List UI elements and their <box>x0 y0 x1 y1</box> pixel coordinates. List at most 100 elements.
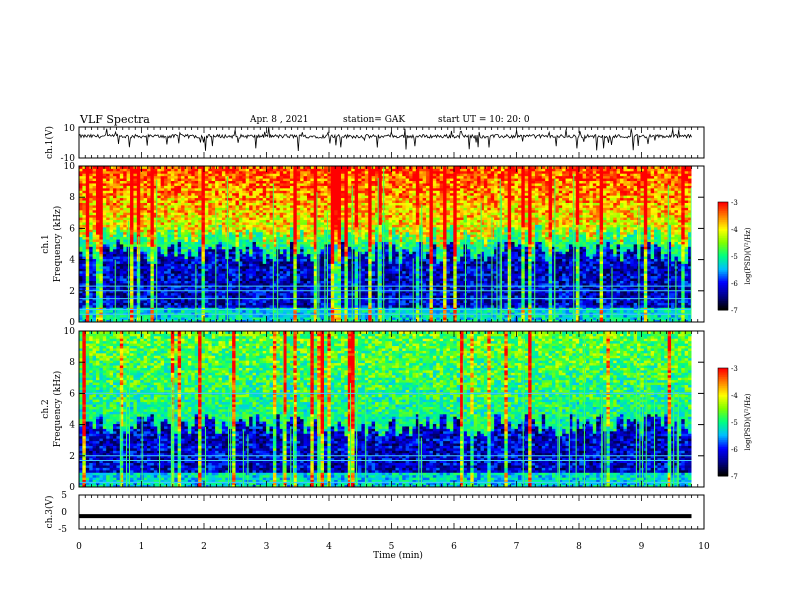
ch1-spectrogram-cell <box>276 225 280 228</box>
ch1-spectrogram-cell <box>222 190 226 193</box>
ch1-spectrogram-cell <box>304 217 308 220</box>
ch1-spectrogram-cell <box>205 242 209 245</box>
ch1-spectrogram-cell <box>212 288 216 291</box>
ch1-spectrogram-cell <box>256 188 260 191</box>
ch1-spectrogram-cell <box>174 278 178 281</box>
ch1-spectrogram-cell <box>239 212 243 215</box>
ch1-spectrogram-cell <box>147 266 151 269</box>
ch1-spectrogram-cell <box>167 268 171 271</box>
ch1-spectrogram-cell <box>89 178 93 181</box>
ch1-spectrogram-cell <box>249 246 253 249</box>
ch1-spectrogram-cell <box>208 178 212 181</box>
ch1-spectrogram-cell <box>276 200 280 203</box>
ch1-spectrogram-cell <box>130 264 134 267</box>
ch1-spectrogram-cell <box>232 261 236 264</box>
ch1-spectrogram-cell <box>140 234 144 237</box>
ch1-spectrogram-cell <box>297 234 301 237</box>
ch1-spectrogram-cell <box>249 222 253 225</box>
ch1-spectrogram-cell <box>79 283 83 286</box>
ch1-spectrogram-cell <box>110 254 114 257</box>
ch1-spectrogram-cell <box>130 300 134 303</box>
ch1-spectrogram-cell <box>103 168 107 171</box>
ch1-spectrogram-cell <box>110 207 114 210</box>
ch1-spectrogram-cell <box>327 198 331 201</box>
ch1-spectrogram-cell <box>317 190 321 193</box>
ch1-spectrogram-cell <box>297 259 301 262</box>
ch1-spectrogram-cell <box>167 264 171 267</box>
ch1-spectrogram-cell <box>256 300 260 303</box>
ch1-spectrogram-cell <box>93 273 97 276</box>
ch1-spectrogram-cell <box>249 232 253 235</box>
ch1-spectrogram-cell <box>334 237 338 240</box>
ch1-spectrogram-cell <box>174 295 178 298</box>
ch1-spectrogram-cell <box>304 293 308 296</box>
ch1-spectrogram-cell <box>338 212 342 215</box>
ch1-spectrogram-cell <box>99 242 103 245</box>
ch1-spectrogram-cell <box>297 295 301 298</box>
ch1-spectrogram-cell <box>106 212 110 215</box>
ch1-spectrogram-cell <box>300 254 304 257</box>
ch1-spectrogram-cell <box>178 273 182 276</box>
ch1-spectrogram-cell <box>140 283 144 286</box>
ch1-spectrogram-cell <box>232 266 236 269</box>
ch1-spectrogram-cell <box>310 278 314 281</box>
ch1-spectrogram-cell <box>338 315 342 318</box>
ch1-spectrogram-cell <box>96 271 100 274</box>
ch1-spectrogram-cell <box>280 193 284 196</box>
ch1-spectrogram-cell <box>222 295 226 298</box>
ch1-spectrogram-cell <box>297 220 301 223</box>
ch1-spectrogram-cell <box>157 215 161 218</box>
ch1-spectrogram-cell <box>171 205 175 208</box>
ch1-spectrogram-cell <box>116 215 120 218</box>
ch1-spectrogram-cell <box>249 303 253 306</box>
ch1-spectrogram-cell <box>195 276 199 279</box>
ch1-spectrogram-cell <box>259 183 263 186</box>
ch1-spectrogram-cell <box>96 237 100 240</box>
ch1-spectrogram-cell <box>157 278 161 281</box>
ch1-spectrogram-cell <box>283 171 287 174</box>
ch1-spectrogram-cell <box>82 210 86 213</box>
ch1-spectrogram-cell <box>297 249 301 252</box>
ch1-spectrogram-cell <box>178 259 182 262</box>
ch1-spectrogram-cell <box>150 246 154 249</box>
ch1-spectrogram-cell <box>106 193 110 196</box>
ch1-spectrogram-cell <box>120 212 124 215</box>
ch1-spectrogram-cell <box>174 173 178 176</box>
ch1-spectrogram-cell <box>202 205 206 208</box>
ch1-spectrogram-cell <box>110 171 114 174</box>
ch1-spectrogram-cell <box>184 251 188 254</box>
ch1-spectrogram-cell <box>249 239 253 242</box>
ch1-spectrogram-cell <box>178 281 182 284</box>
ch1-spectrogram-cell <box>253 256 257 259</box>
ch1-spectrogram-cell <box>307 220 311 223</box>
ch1-spectrogram-cell <box>188 249 192 252</box>
ch1-spectrogram-cell <box>263 168 267 171</box>
ch1-spectrogram-cell <box>293 232 297 235</box>
ch1-spectrogram-cell <box>297 244 301 247</box>
ch1-spectrogram-cell <box>300 225 304 228</box>
ch1-spectrogram-cell <box>232 276 236 279</box>
ch1-spectrogram-cell <box>140 215 144 218</box>
ch1-spectrogram-cell <box>215 173 219 176</box>
ch1-spectrogram-cell <box>310 276 314 279</box>
ch1-spectrogram-cell <box>208 256 212 259</box>
ch1-spectrogram-cell <box>263 254 267 257</box>
ch1-spectrogram-cell <box>246 222 250 225</box>
ch1-spectrogram-cell <box>86 239 90 242</box>
ch1-spectrogram-cell <box>314 178 318 181</box>
ch1-spectrogram-cell <box>259 225 263 228</box>
ch1-spectrogram-cell <box>157 254 161 257</box>
ch1-spectrogram-cell <box>93 310 97 313</box>
ch1-spectrogram-cell <box>178 215 182 218</box>
ch1-spectrogram-cell <box>270 310 274 313</box>
ch1-spectrogram-cell <box>174 227 178 230</box>
ch1-spectrogram-cell <box>147 268 151 271</box>
ch1-spectrogram-cell <box>283 222 287 225</box>
ch1-spectrogram-cell <box>150 244 154 247</box>
ch1-spectrogram-cell <box>93 244 97 247</box>
ch1-spectrogram-cell <box>297 181 301 184</box>
ch1-spectrogram-cell <box>293 229 297 232</box>
ch1-spectrogram-cell <box>103 225 107 228</box>
ch1-spectrogram-cell <box>161 261 165 264</box>
ch1-spectrogram-cell <box>249 278 253 281</box>
